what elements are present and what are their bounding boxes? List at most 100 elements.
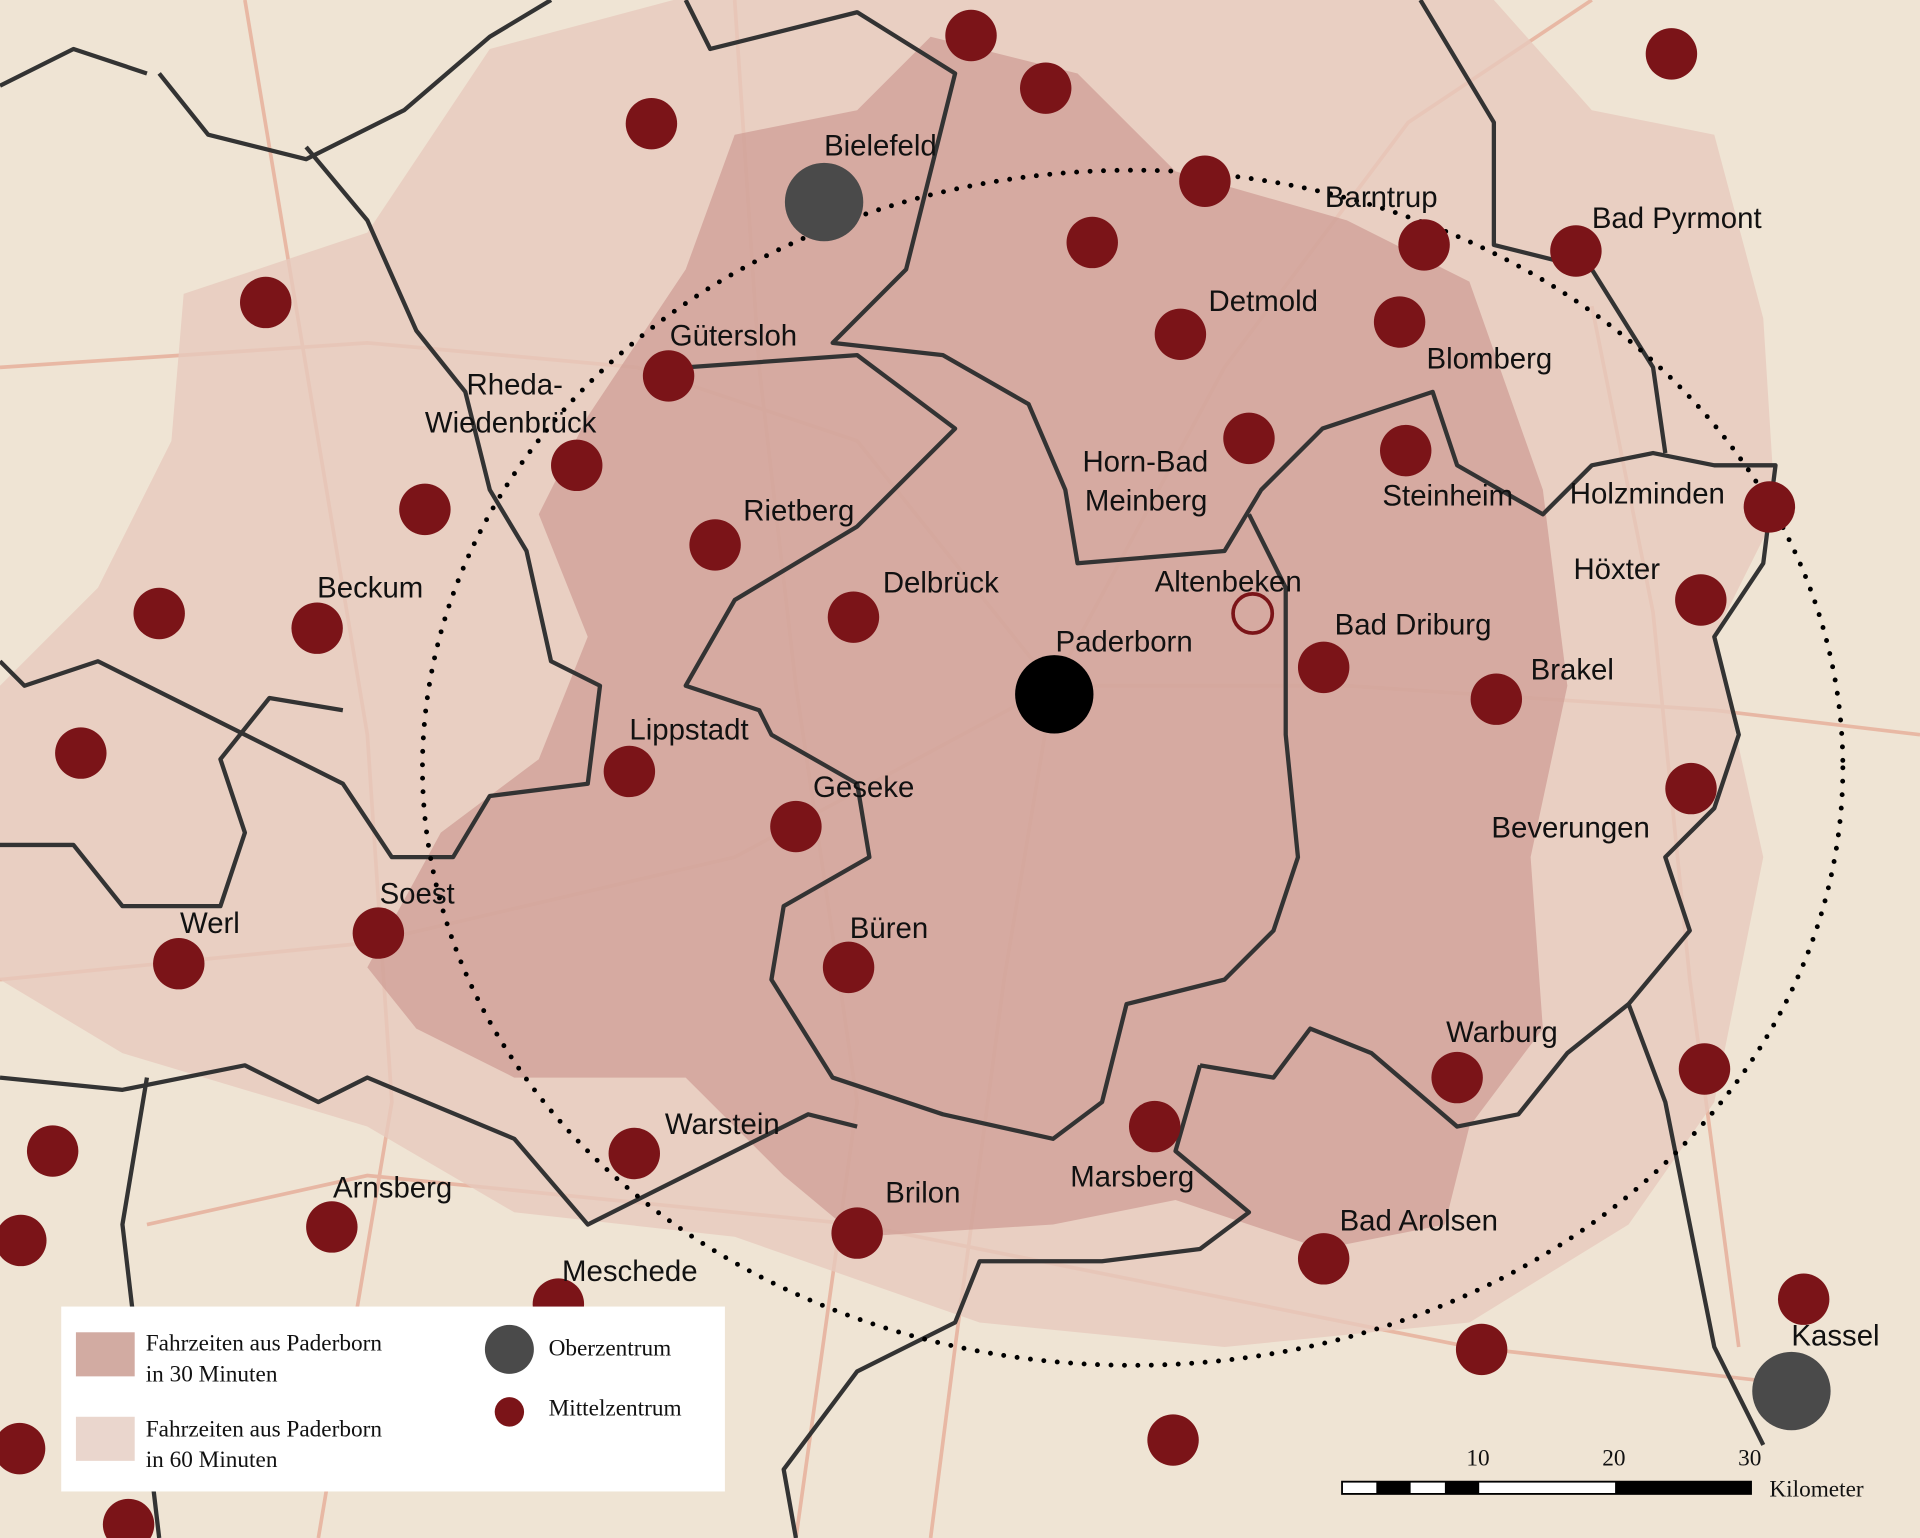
- city-label: Brilon: [885, 1176, 960, 1209]
- city-label: Gütersloh: [670, 319, 797, 352]
- altenbeken-marker[interactable]: [1231, 592, 1275, 635]
- city-label: Arnsberg: [333, 1172, 452, 1205]
- city-label: Marsberg: [1070, 1161, 1194, 1194]
- city-label: Höxter: [1573, 553, 1660, 586]
- mittelzentrum-marker[interactable]: [240, 276, 292, 329]
- scale-unit: Kilometer: [1769, 1476, 1864, 1502]
- mittelzentrum-marker[interactable]: [603, 745, 656, 798]
- city-labels: Bielefeld Barntrup Bad Pyrmont Detmold Güter…: [180, 130, 1880, 1353]
- city-label: Warstein: [665, 1108, 780, 1141]
- mittelzentrum-marker[interactable]: [1297, 1233, 1350, 1285]
- mittelzentrum-marker[interactable]: [291, 602, 343, 654]
- city-label: Holzminden: [1570, 477, 1725, 510]
- scale-tick-10: 10: [1466, 1446, 1489, 1472]
- mittelzentrum-marker[interactable]: [827, 591, 880, 643]
- mittelzentrum-marker[interactable]: [399, 483, 451, 536]
- mittelzentrum-marker[interactable]: [689, 519, 741, 571]
- mittelzentrum-marker[interactable]: [642, 350, 695, 402]
- city-label: Rietberg: [743, 494, 854, 527]
- mittelzentrum-marker[interactable]: [831, 1207, 883, 1259]
- mittelzentrum-marker[interactable]: [102, 1498, 155, 1538]
- zone-30-minutes: [367, 36, 1568, 1250]
- mittelzentrum-marker[interactable]: [1223, 412, 1275, 465]
- mittelzentrum-marker[interactable]: [133, 587, 185, 640]
- city-label: Soest: [380, 878, 455, 911]
- mittelzentrum-marker[interactable]: [1550, 225, 1602, 277]
- oberzentrum-marker-kassel[interactable]: [1752, 1351, 1831, 1431]
- city-label: Lippstadt: [629, 714, 748, 747]
- mittelzentrum-marker[interactable]: [1431, 1051, 1483, 1104]
- oberzentrum-marker-bielefeld[interactable]: [784, 162, 864, 242]
- city-label: Bad Driburg: [1335, 608, 1492, 641]
- mittelzentrum-marker[interactable]: [1373, 296, 1426, 348]
- mittelzentrum-marker[interactable]: [1470, 673, 1523, 725]
- city-label: Beckum: [317, 572, 423, 605]
- legend-swatch-60: [75, 1416, 135, 1461]
- mittelzentrum-marker[interactable]: [0, 1422, 46, 1475]
- mittelzentrum-marker[interactable]: [1678, 1043, 1731, 1095]
- mittelzentrum-marker[interactable]: [0, 1214, 47, 1267]
- city-label: Bad Pyrmont: [1592, 202, 1762, 235]
- legend-zone30-line1: Fahrzeiten aus Paderborn: [146, 1331, 383, 1357]
- admin-borders: [0, 0, 1778, 1538]
- radius-circle: [420, 167, 1846, 1368]
- city-label: Geseke: [813, 771, 914, 804]
- mittelzentrum-marker[interactable]: [1743, 481, 1796, 533]
- mittelzentrum-marker[interactable]: [352, 907, 405, 959]
- city-label: Meschede: [562, 1255, 698, 1288]
- mittelzentrum-marker[interactable]: [551, 439, 603, 492]
- mittelzentrum-marker[interactable]: [26, 1125, 79, 1177]
- mittelzentrum-marker[interactable]: [1297, 641, 1350, 694]
- city-label: Beverungen: [1491, 812, 1649, 845]
- mittelzentrum-marker[interactable]: [1777, 1273, 1830, 1325]
- city-label: Werl: [180, 907, 240, 940]
- mittelzentrum-marker[interactable]: [770, 800, 822, 853]
- mittelzentrum-marker[interactable]: [1398, 219, 1450, 271]
- mittelzentrum-marker[interactable]: [625, 97, 678, 150]
- legend-oberzentrum-label: Oberzentrum: [549, 1336, 672, 1362]
- mittelzentrum-marker[interactable]: [1179, 155, 1231, 207]
- city-label: Barntrup: [1325, 181, 1438, 214]
- city-label: Detmold: [1209, 285, 1318, 318]
- city-label: Meinberg: [1085, 485, 1207, 518]
- paderborn-marker[interactable]: [1015, 655, 1094, 734]
- legend-zone60-line2: in 60 Minuten: [146, 1447, 278, 1473]
- scale-bar: 10 20 30 Kilometer: [1341, 1446, 1864, 1502]
- legend-mittelzentrum-icon: [494, 1397, 525, 1427]
- city-label: Paderborn: [1056, 625, 1193, 658]
- legend-zone60-line1: Fahrzeiten aus Paderborn: [146, 1416, 383, 1442]
- mittelzentrum-marker[interactable]: [1675, 574, 1727, 626]
- mittelzentrum-marker[interactable]: [1066, 216, 1118, 269]
- city-label: Horn-Bad: [1082, 445, 1208, 478]
- mittelzentrum-marker[interactable]: [1020, 62, 1072, 114]
- mittelzentrum-marker[interactable]: [945, 9, 997, 62]
- city-label: Steinheim: [1382, 480, 1513, 513]
- legend-zone30-line2: in 30 Minuten: [146, 1361, 278, 1387]
- city-label: Rheda-: [467, 368, 563, 401]
- mittelzentrum-marker[interactable]: [55, 727, 107, 779]
- mittelzentrum-marker[interactable]: [1147, 1414, 1199, 1466]
- mittelzentrum-marker[interactable]: [306, 1201, 358, 1253]
- city-markers: [0, 9, 1831, 1538]
- legend-oberzentrum-icon: [484, 1324, 534, 1374]
- legend: Fahrzeiten aus Paderborn in 30 Minuten F…: [61, 1306, 725, 1492]
- legend-mittelzentrum-label: Mittelzentrum: [549, 1396, 682, 1422]
- city-label: Bielefeld: [824, 130, 937, 163]
- scale-tick-30: 30: [1738, 1446, 1761, 1472]
- city-label: Brakel: [1531, 654, 1614, 687]
- mittelzentrum-marker[interactable]: [1380, 424, 1432, 477]
- city-label: Warburg: [1446, 1016, 1558, 1049]
- city-label: Altenbeken: [1155, 565, 1302, 598]
- mittelzentrum-marker[interactable]: [1645, 28, 1698, 80]
- city-label: Delbrück: [883, 567, 999, 600]
- mittelzentrum-marker[interactable]: [822, 941, 875, 994]
- mittelzentrum-marker[interactable]: [1154, 308, 1207, 361]
- city-label: Kassel: [1791, 1320, 1879, 1353]
- mittelzentrum-marker[interactable]: [608, 1127, 660, 1180]
- mittelzentrum-marker[interactable]: [1455, 1323, 1508, 1376]
- mittelzentrum-marker[interactable]: [153, 937, 205, 990]
- scale-tick-20: 20: [1602, 1446, 1625, 1472]
- mittelzentrum-marker[interactable]: [1665, 762, 1717, 815]
- mittelzentrum-marker[interactable]: [1128, 1100, 1181, 1153]
